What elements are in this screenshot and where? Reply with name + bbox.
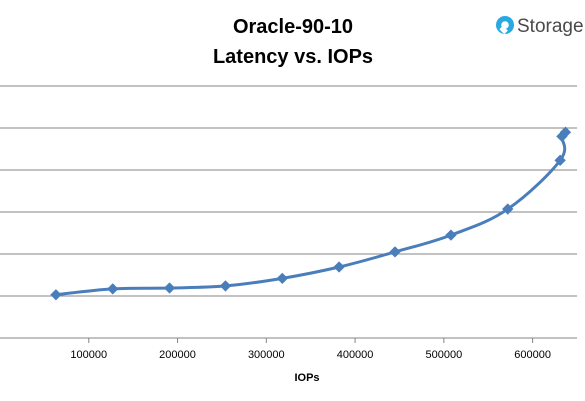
- chart-title-line-1: Oracle-90-10: [233, 16, 353, 38]
- x-axis: 100000 200000 300000 400000 500000 600000: [0, 337, 577, 361]
- data-point-10: [554, 154, 566, 166]
- brand-name: Storage: [517, 16, 584, 37]
- data-point-5: [276, 272, 288, 285]
- data-point-3: [163, 282, 176, 294]
- storagereview-logo-icon: [496, 16, 514, 35]
- gridlines: [0, 85, 577, 297]
- data-point-8: [445, 229, 457, 241]
- x-tick-label-5: 500000: [425, 349, 462, 361]
- data-point-1: [50, 289, 62, 301]
- x-tick-label-3: 300000: [248, 349, 285, 361]
- data-point-4: [219, 280, 232, 292]
- x-axis-label: IOPs: [294, 372, 319, 384]
- x-tick-label-1: 100000: [70, 349, 107, 361]
- series: [50, 126, 572, 301]
- chart-title-line-2: Latency vs. IOPs: [213, 46, 373, 68]
- data-point-9: [502, 203, 514, 215]
- x-tick-label-6: 600000: [514, 349, 551, 361]
- data-point-6: [333, 261, 345, 273]
- x-tick-label-2: 200000: [159, 349, 196, 361]
- data-point-7: [389, 246, 401, 258]
- x-tick-label-4: 400000: [337, 349, 374, 361]
- data-point-12: [559, 126, 572, 138]
- data-point-2: [107, 283, 119, 295]
- brand-logo: Storage: [496, 16, 584, 37]
- series-line-1: [54, 130, 567, 297]
